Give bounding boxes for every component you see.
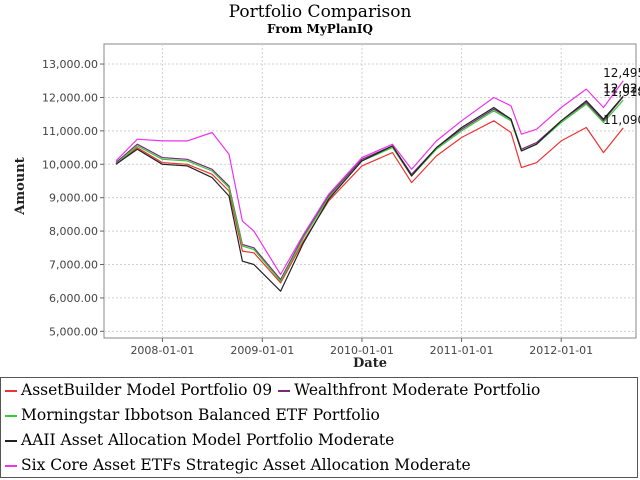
chart: Portfolio Comparison From MyPlanIQ 5,000… xyxy=(13,2,640,371)
legend-label: AssetBuilder Model Portfolio 09 xyxy=(21,381,273,399)
legend-entry: Wealthfront Moderate Portfolio xyxy=(278,378,540,403)
legend-swatch xyxy=(5,415,17,417)
legend-entry: AAII Asset Allocation Model Portfolio Mo… xyxy=(5,428,394,453)
y-tick-label: 6,000.00 xyxy=(49,292,98,305)
series-layer xyxy=(115,80,624,292)
end-value-labels: 12,49512,03412,02411,918 11,090 xyxy=(603,66,640,127)
y-axis: 5,000.00 6,000.00 7,000.00 8,000.00 9,000.00… xyxy=(42,58,104,338)
end-value-label: 12,024 xyxy=(603,82,640,96)
legend-entry: Six Core Asset ETFs Strategic Asset Allo… xyxy=(5,453,471,478)
legend-label: Morningstar Ibbotson Balanced ETF Portfo… xyxy=(21,406,380,424)
legend-row: AssetBuilder Model Portfolio 09 Wealthfro… xyxy=(5,378,633,403)
grid xyxy=(104,44,636,338)
x-tick-label: 2012-01-01 xyxy=(529,344,593,357)
x-tick-label: 2009-01-01 xyxy=(230,344,294,357)
x-axis-label: Date xyxy=(353,356,387,371)
legend: AssetBuilder Model Portfolio 09 Wealthfro… xyxy=(0,377,638,478)
y-tick-label: 11,000.00 xyxy=(42,125,98,138)
end-value-label: 11,918 xyxy=(603,85,640,99)
chart-subtitle: From MyPlanIQ xyxy=(267,22,373,36)
legend-swatch xyxy=(5,390,17,392)
y-tick-label: 7,000.00 xyxy=(49,259,98,272)
end-value-label: 12,034 xyxy=(603,81,640,95)
x-axis: 2008-01-01 2009-01-01 2010-01-01 2011-01-01… xyxy=(130,338,593,357)
x-tick-label: 2008-01-01 xyxy=(130,344,194,357)
series-line-1 xyxy=(115,96,624,281)
legend-label: Wealthfront Moderate Portfolio xyxy=(294,381,541,399)
legend-entry: AssetBuilder Model Portfolio 09 xyxy=(5,378,272,403)
series-line-3 xyxy=(115,95,624,292)
y-tick-label: 10,000.00 xyxy=(42,158,98,171)
y-tick-label: 13,000.00 xyxy=(42,58,98,71)
legend-entry: Morningstar Ibbotson Balanced ETF Portfo… xyxy=(5,403,380,428)
series-line-4 xyxy=(115,80,624,276)
legend-row: Morningstar Ibbotson Balanced ETF Portfo… xyxy=(5,403,633,428)
legend-row: Six Core Asset ETFs Strategic Asset Allo… xyxy=(5,453,633,478)
y-tick-label: 8,000.00 xyxy=(49,225,98,238)
x-tick-label: 2010-01-01 xyxy=(330,344,394,357)
legend-swatch xyxy=(5,440,17,442)
legend-swatch xyxy=(278,390,291,392)
x-tick-label: 2011-01-01 xyxy=(430,344,494,357)
legend-label: Six Core Asset ETFs Strategic Asset Allo… xyxy=(21,456,471,474)
y-tick-label: 5,000.00 xyxy=(49,325,98,338)
legend-row: AAII Asset Allocation Model Portfolio Mo… xyxy=(5,428,633,453)
y-axis-label: Amount xyxy=(13,157,28,215)
plot-area xyxy=(103,43,637,339)
end-value-label: 12,495 xyxy=(603,66,640,80)
legend-swatch xyxy=(5,465,17,467)
y-tick-label: 12,000.00 xyxy=(42,91,98,104)
chart-title: Portfolio Comparison xyxy=(229,2,412,22)
legend-label: AAII Asset Allocation Model Portfolio Mo… xyxy=(21,431,395,449)
series-line-0 xyxy=(115,120,624,284)
end-value-label: 11,090 xyxy=(603,113,640,127)
y-tick-label: 9,000.00 xyxy=(49,192,98,205)
